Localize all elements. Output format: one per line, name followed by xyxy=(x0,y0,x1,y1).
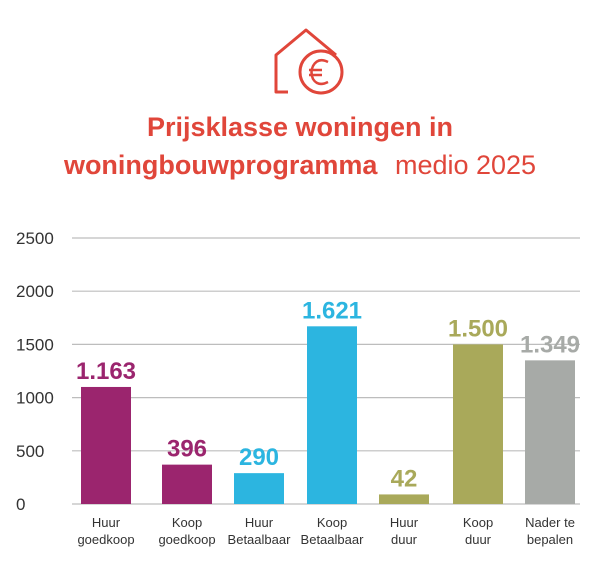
y-tick-label: 500 xyxy=(16,442,44,461)
x-tick-label: Huur duur xyxy=(390,515,419,547)
x-tick-label: Huur Betaalbaar xyxy=(228,515,292,547)
bar-value-label: 1.621 xyxy=(302,297,362,324)
y-tick-label: 1000 xyxy=(16,389,54,408)
chart-title-suffix: medio 2025 xyxy=(395,150,536,180)
bar-value-label: 1.500 xyxy=(448,315,508,342)
y-tick-label: 0 xyxy=(16,495,25,514)
y-tick-label: 2500 xyxy=(16,229,54,248)
bar xyxy=(81,386,131,504)
chart-title-line-2: woningbouwprogramma medio 2025 xyxy=(63,150,536,180)
bar-value-label: 290 xyxy=(239,444,279,471)
house-euro-icon xyxy=(274,28,344,95)
bar xyxy=(234,473,284,504)
y-tick-label: 2000 xyxy=(16,282,54,301)
x-tick-label: Koop duur xyxy=(463,515,493,547)
x-tick-label: Nader te bepalen xyxy=(525,515,575,547)
bar xyxy=(307,326,357,504)
chart-title-line-1: Prijsklasse woningen in xyxy=(147,112,453,142)
bar xyxy=(162,464,212,504)
bar-value-label: 42 xyxy=(391,465,418,492)
y-tick-label: 1500 xyxy=(16,335,54,354)
chart-title-main: woningbouwprogramma xyxy=(63,150,378,180)
bar-value-label: 1.163 xyxy=(76,358,136,385)
x-tick-label: Huur goedkoop xyxy=(77,515,134,547)
bar xyxy=(525,360,575,504)
bar-value-label: 1.349 xyxy=(520,331,580,358)
x-tick-label: Koop Betaalbaar xyxy=(301,515,365,547)
x-tick-label: Koop goedkoop xyxy=(158,515,215,547)
bar-value-label: 396 xyxy=(167,436,207,463)
bar xyxy=(379,494,429,504)
bar xyxy=(453,344,503,504)
